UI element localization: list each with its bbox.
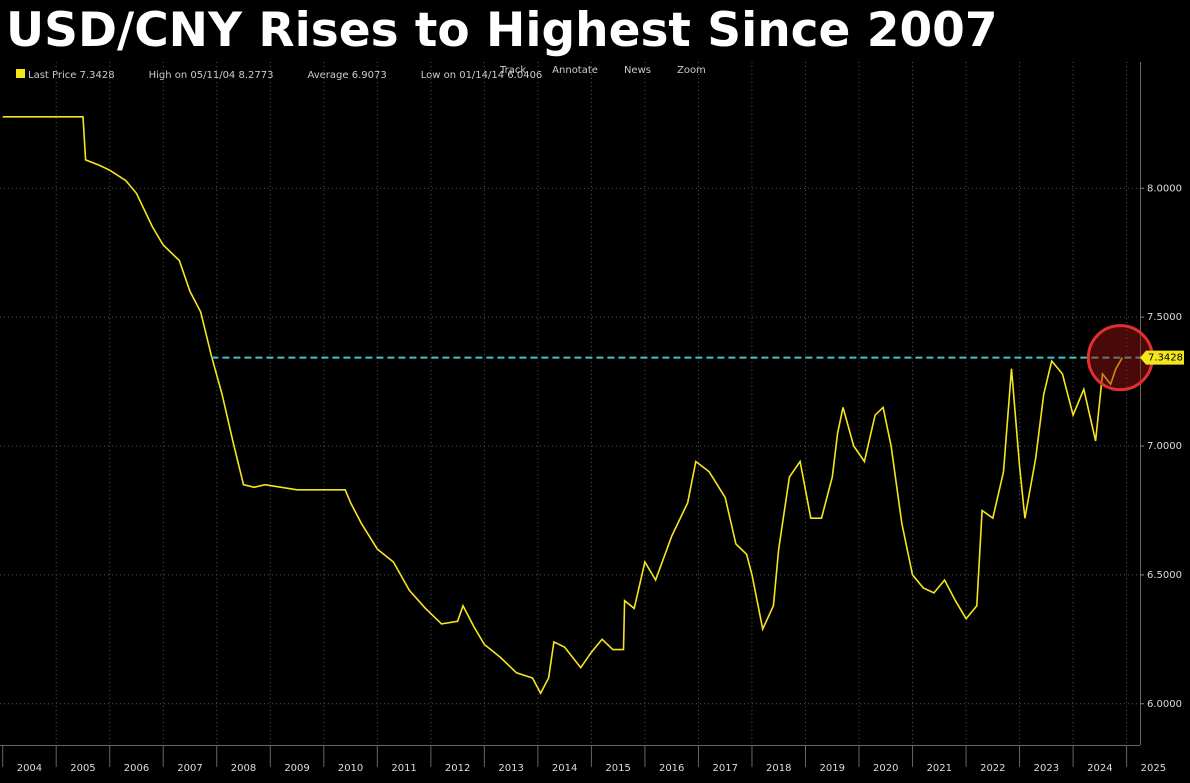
x-tick-label: 2020 [873, 763, 898, 774]
x-tick-label: 2018 [766, 763, 791, 774]
y-axis-line [1140, 62, 1141, 745]
x-tick-label: 2022 [980, 763, 1005, 774]
x-tick-label: 2015 [605, 763, 630, 774]
last-price-tag-bg [1140, 350, 1184, 365]
toolbar-button[interactable]: Track [499, 65, 526, 76]
x-tick-label: 2011 [391, 763, 416, 774]
x-tick-label: 2006 [124, 763, 149, 774]
x-tick-label: 2009 [284, 763, 309, 774]
toolbar-button[interactable]: News [624, 65, 651, 76]
x-tick-label: 2025 [1141, 763, 1166, 774]
legend-item: Last Price 7.3428 [28, 70, 115, 81]
x-tick-label: 2005 [70, 763, 95, 774]
x-tick-label: 2010 [338, 763, 363, 774]
x-tick-label: 2016 [659, 763, 684, 774]
legend-item: Low on 01/14/14 6.0406 [421, 70, 543, 81]
x-tick-label: 2017 [712, 763, 737, 774]
y-tick-label: 7.0000 [1147, 441, 1182, 452]
y-tick-label: 8.0000 [1147, 183, 1182, 194]
toolbar-button[interactable]: Zoom [677, 65, 706, 76]
x-tick-label: 2012 [445, 763, 470, 774]
legend-swatch [16, 69, 25, 78]
x-tick-label: 2014 [552, 763, 577, 774]
y-tick-label: 7.5000 [1147, 312, 1182, 323]
x-tick-label: 2019 [820, 763, 845, 774]
x-tick-label: 2008 [231, 763, 256, 774]
x-tick-label: 2023 [1034, 763, 1059, 774]
y-tick-label: 6.5000 [1147, 570, 1182, 581]
last-price-tag: 7.3428 [1148, 353, 1183, 364]
price-line [2, 116, 1123, 696]
x-tick-label: 2021 [927, 763, 952, 774]
x-axis-line [0, 745, 1140, 746]
chart-title: USD/CNY Rises to Highest Since 2007 [6, 3, 998, 58]
x-tick-label: 2007 [177, 763, 202, 774]
x-tick-label: 2024 [1087, 763, 1112, 774]
legend-item: Average 6.9073 [307, 70, 386, 81]
legend-item: High on 05/11/04 8.2773 [149, 70, 274, 81]
x-tick-label: 2004 [17, 763, 42, 774]
x-tick-label: 2013 [498, 763, 523, 774]
y-tick-label: 6.0000 [1147, 699, 1182, 710]
toolbar-button[interactable]: Annotate [552, 65, 598, 76]
